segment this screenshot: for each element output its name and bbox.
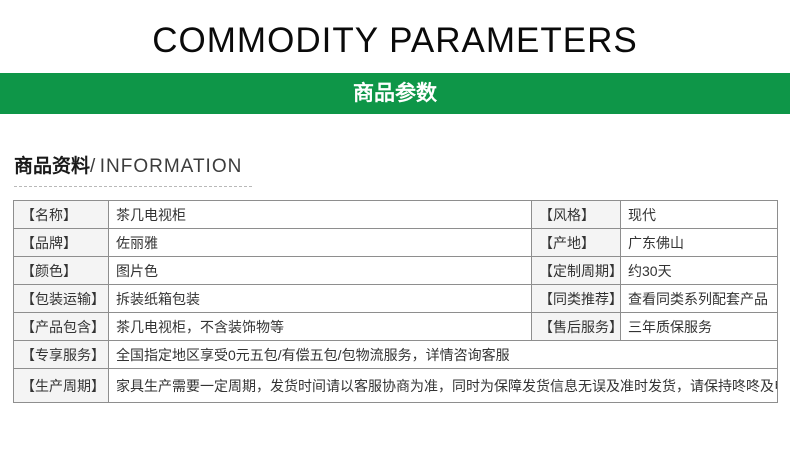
param-label: 【风格】 [531,200,621,229]
parameters-table: 【名称】 茶几电视柜 【风格】 现代 【品牌】 佐丽雅 【产地】 广东佛山 【颜… [13,200,778,403]
param-value: 全国指定地区享受0元五包/有偿五包/包物流服务，详情咨询客服 [108,340,778,369]
table-row: 【生产周期】 家具生产需要一定周期，发货时间请以客服协商为准，同时为保障发货信息… [13,368,778,403]
param-value: 图片色 [108,256,532,285]
table-row: 【品牌】 佐丽雅 【产地】 广东佛山 [13,228,778,257]
param-label: 【售后服务】 [531,312,621,341]
section-title-zh: 商品资料 [14,156,91,177]
section-title-en: INFORMATION [99,156,243,177]
table-row: 【名称】 茶几电视柜 【风格】 现代 [13,200,778,229]
section-header-underline: 商品资料/ INFORMATION [14,151,253,187]
table-row: 【颜色】 图片色 【定制周期】 约30天 [13,256,778,285]
green-banner: 商品参数 [0,73,790,114]
param-label: 【专享服务】 [13,340,109,369]
param-value: 茶几电视柜，不含装饰物等 [108,312,532,341]
section-header: 商品资料/ INFORMATION [14,151,790,187]
param-label: 【名称】 [13,200,109,229]
section-slash: / [90,156,96,177]
param-label: 【生产周期】 [13,368,109,403]
param-value: 现代 [620,200,778,229]
param-label: 【产品包含】 [13,312,109,341]
param-value: 广东佛山 [620,228,778,257]
param-label: 【同类推荐】 [531,284,621,313]
param-value: 三年质保服务 [620,312,778,341]
param-value: 查看同类系列配套产品 [620,284,778,313]
param-label: 【品牌】 [13,228,109,257]
param-label: 【产地】 [531,228,621,257]
param-value: 约30天 [620,256,778,285]
param-value: 茶几电视柜 [108,200,532,229]
table-row: 【包装运输】 拆装纸箱包装 【同类推荐】 查看同类系列配套产品 [13,284,778,313]
page-title: COMMODITY PARAMETERS [152,21,638,60]
param-label: 【颜色】 [13,256,109,285]
param-label: 【定制周期】 [531,256,621,285]
param-label: 【包装运输】 [13,284,109,313]
banner-title: 商品参数 [353,82,437,105]
table-row: 【产品包含】 茶几电视柜，不含装饰物等 【售后服务】 三年质保服务 [13,312,778,341]
param-value: 家具生产需要一定周期，发货时间请以客服协商为准，同时为保障发货信息无误及准时发货… [108,368,778,403]
param-value: 拆装纸箱包装 [108,284,532,313]
param-value: 佐丽雅 [108,228,532,257]
table-row: 【专享服务】 全国指定地区享受0元五包/有偿五包/包物流服务，详情咨询客服 [13,340,778,369]
